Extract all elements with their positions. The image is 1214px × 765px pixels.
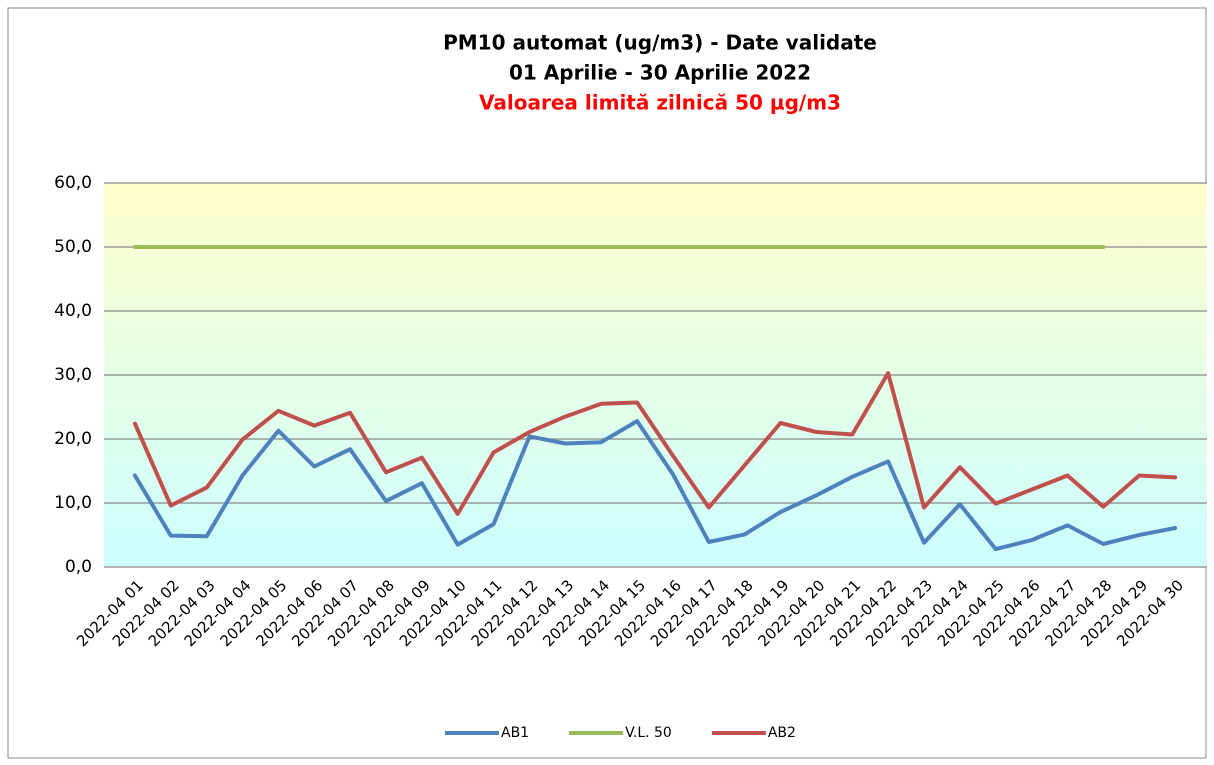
y-tick-label: 20,0 [54, 429, 92, 449]
legend-label: V.L. 50 [625, 725, 672, 741]
data-line [132, 419, 1178, 552]
y-tick-label: 10,0 [54, 493, 92, 513]
y-tick-label: 30,0 [54, 365, 92, 385]
legend-label: AB1 [501, 725, 529, 741]
chart-title: 01 Aprilie - 30 Aprilie 2022 [509, 61, 811, 85]
chart-title: PM10 automat (ug/m3) - Date validate [443, 31, 877, 55]
y-tick-label: 0,0 [65, 557, 92, 577]
data-line [132, 371, 1178, 516]
y-tick-label: 60,0 [54, 173, 92, 193]
chart-subtitle: Valoarea limită zilnică 50 µg/m3 [479, 91, 841, 115]
y-tick-label: 40,0 [54, 301, 92, 321]
legend-label: AB2 [768, 725, 796, 741]
y-tick-label: 50,0 [54, 237, 92, 257]
